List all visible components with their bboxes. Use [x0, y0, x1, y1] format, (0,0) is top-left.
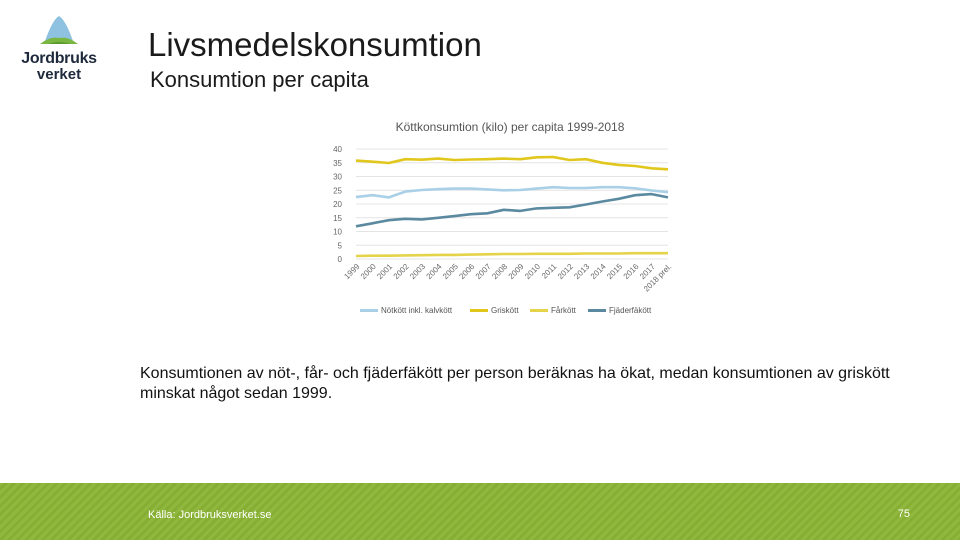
logo-text-line1: Jordbruks	[21, 50, 97, 67]
legend-swatch-griskott	[470, 309, 488, 313]
x-tick-label: 2007	[474, 262, 493, 281]
x-tick-label: 2013	[572, 262, 591, 281]
x-tick-label: 2011	[540, 262, 559, 281]
page-number: 75	[897, 508, 910, 520]
legend-swatch-farkott	[530, 309, 548, 313]
x-tick-label: 2009	[507, 262, 526, 281]
legend-label-farkott: Fårkött	[551, 306, 576, 315]
x-tick-label: 2003	[408, 262, 427, 281]
x-tick-label: 2012	[556, 262, 575, 281]
footer-bar	[0, 483, 960, 540]
x-tick-label: 2010	[523, 262, 542, 281]
x-tick-label: 2000	[359, 262, 378, 281]
x-tick-label: 2014	[589, 262, 608, 281]
chart-title: Köttkonsumtion (kilo) per capita 1999-20…	[395, 120, 625, 134]
x-tick-label: 2016	[622, 262, 641, 281]
y-tick-label: 25	[333, 186, 342, 195]
legend-item-farkott: Fårkött	[530, 306, 576, 315]
x-tick-label: 2002	[392, 262, 411, 281]
page-title: Livsmedelskonsumtion	[148, 26, 482, 63]
y-tick-label: 30	[333, 173, 342, 182]
jordbruksverket-logo: Jordbruks verket	[14, 14, 104, 84]
legend-label-fjaderfakott: Fjäderfäkött	[609, 306, 652, 315]
series-line-grisk-tt	[355, 155, 669, 171]
legend-label-notkott: Nötkött inkl. kalvkött	[381, 306, 453, 315]
x-tick-label: 1999	[342, 262, 361, 281]
summary-text: Konsumtionen av nöt-, får- och fjäderfäk…	[140, 365, 890, 402]
page-subtitle: Konsumtion per capita	[150, 67, 369, 92]
logo-text-line2: verket	[36, 66, 82, 83]
x-tick-label: 2015	[605, 262, 624, 281]
x-tick-label: 2001	[375, 262, 394, 281]
legend-item-griskott: Griskött	[470, 306, 519, 315]
y-tick-label: 15	[333, 214, 342, 223]
series-line-n-tk-tt-inkl-kalvk-tt	[355, 185, 669, 199]
legend-swatch-fjaderfakott	[588, 309, 606, 313]
y-tick-label: 35	[333, 159, 342, 168]
y-tick-label: 40	[333, 145, 342, 154]
source-text: Källa: Jordbruksverket.se	[148, 509, 272, 521]
x-tick-label: 2008	[490, 262, 509, 281]
legend-item-fjaderfakott: Fjäderfäkött	[588, 306, 651, 315]
legend-swatch-notkott	[360, 309, 378, 313]
legend-label-griskott: Griskött	[491, 306, 519, 315]
y-tick-label: 20	[333, 200, 342, 209]
y-tick-label: 0	[338, 255, 343, 264]
legend-item-notkott: Nötkött inkl. kalvkött	[360, 306, 452, 315]
series-line-fj-derf-k-tt	[355, 192, 669, 228]
x-tick-label: 2004	[425, 262, 444, 281]
x-tick-label: 2006	[457, 262, 476, 281]
logo-mark-icon	[40, 16, 78, 44]
series-line-f-rk-tt	[355, 251, 668, 258]
y-tick-label: 5	[338, 241, 343, 250]
x-tick-label: 2005	[441, 262, 460, 281]
y-tick-label: 10	[333, 228, 342, 237]
